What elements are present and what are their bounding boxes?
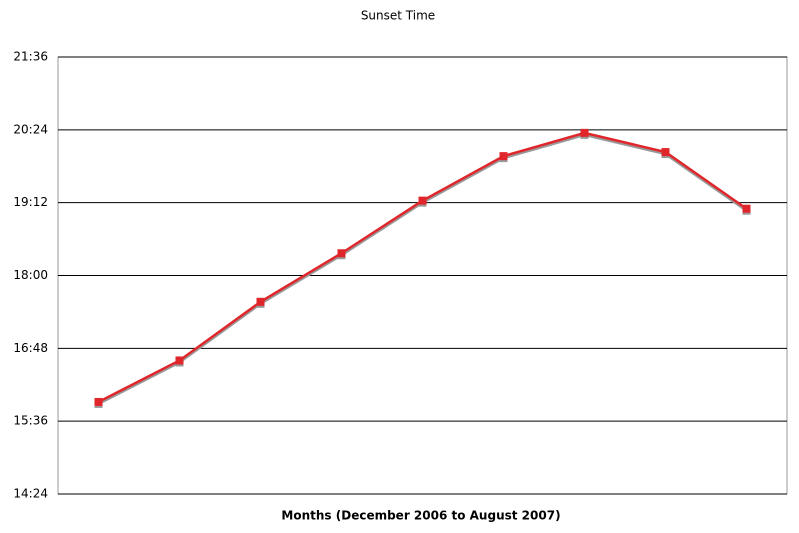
marker xyxy=(661,148,670,157)
marker xyxy=(580,128,589,137)
marker xyxy=(418,196,427,205)
y-tick-label: 18:00 xyxy=(13,268,48,282)
marker xyxy=(742,204,751,213)
line xyxy=(97,131,748,404)
marker xyxy=(94,397,103,406)
y-tick-label: 20:24 xyxy=(13,122,48,136)
chart-title: Sunset Time xyxy=(361,9,435,23)
marker xyxy=(337,249,346,258)
line-shadow xyxy=(97,133,748,406)
y-tick-label: 15:36 xyxy=(13,414,48,428)
y-tick-label: 14:24 xyxy=(13,487,48,501)
marker xyxy=(175,356,184,365)
y-tick-label: 19:12 xyxy=(13,195,48,209)
marker xyxy=(256,297,265,306)
y-tick-label: 16:48 xyxy=(13,341,48,355)
x-axis-label: Months (December 2006 to August 2007) xyxy=(281,509,560,523)
y-tick-label: 21:36 xyxy=(13,50,48,64)
marker xyxy=(499,152,508,161)
